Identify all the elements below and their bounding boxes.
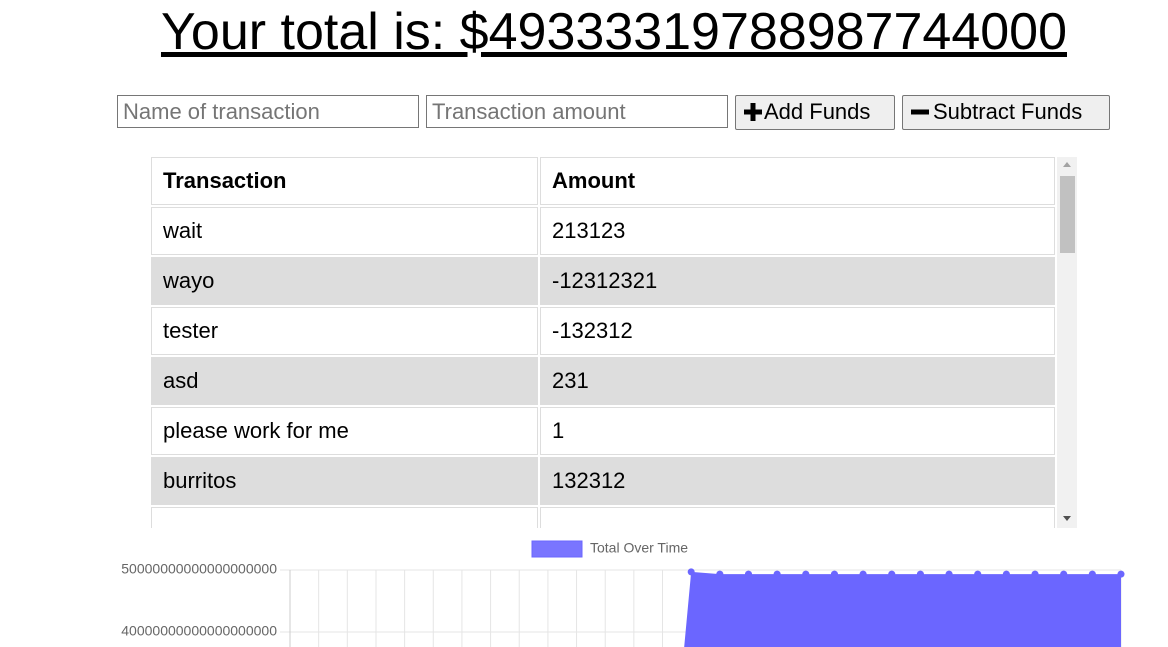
- data-point: [945, 570, 953, 578]
- y-tick-label: 40000000000000000000: [121, 623, 277, 639]
- scrollbar[interactable]: [1057, 157, 1077, 528]
- data-point: [974, 570, 982, 578]
- amount-cell: -12312321: [540, 257, 1055, 305]
- add-button[interactable]: Add Funds: [735, 95, 895, 130]
- legend-swatch: [531, 540, 583, 558]
- table-row: burritos 132312: [151, 457, 1055, 505]
- amount-cell: [540, 507, 1055, 528]
- header-row: Transaction Amount: [151, 157, 1055, 205]
- table-row: wait 213123: [151, 207, 1055, 255]
- transaction-cell: wayo: [151, 257, 538, 305]
- amount-cell: 231: [540, 357, 1055, 405]
- minus-icon: [911, 109, 929, 115]
- table-row: [151, 507, 1055, 528]
- transaction-cell: please work for me: [151, 407, 538, 455]
- amount-input[interactable]: Transaction amount: [426, 95, 728, 128]
- y-tick-label: 50000000000000000000: [121, 561, 277, 577]
- total-title: Your total is: $49333319788987744000: [160, 3, 1067, 61]
- column-header: Transaction: [151, 157, 538, 205]
- data-point: [773, 570, 781, 578]
- table-container: Transaction Amount wait 213123 wayo -12312321…: [151, 157, 1077, 528]
- scrollbar-graphics: [1060, 162, 1075, 521]
- table-row: asd 231: [151, 357, 1055, 405]
- data-point: [1002, 570, 1010, 578]
- name-input[interactable]: Name of transaction: [117, 95, 419, 128]
- data-point: [859, 570, 867, 578]
- data-point: [716, 570, 724, 578]
- transaction-cell: asd: [151, 357, 538, 405]
- amount-cell: 132312: [540, 457, 1055, 505]
- data-point: [916, 570, 924, 578]
- data-point: [1031, 570, 1039, 578]
- data-point: [888, 570, 896, 578]
- table-row: please work for me 1: [151, 407, 1055, 455]
- transactions-table: Transaction Amount wait 213123 wayo -12312321…: [151, 157, 1057, 528]
- transaction-cell: tester: [151, 307, 538, 355]
- subtract-label: Subtract Funds: [933, 99, 1083, 124]
- data-point: [1117, 570, 1125, 578]
- transaction-cell: [151, 507, 538, 528]
- data-point: [802, 570, 810, 578]
- data-point: [744, 570, 752, 578]
- table-row: tester -132312: [151, 307, 1055, 355]
- area: [684, 571, 1121, 647]
- amount-cell: 213123: [540, 207, 1055, 255]
- add-label: Add Funds: [764, 99, 871, 124]
- data-point: [830, 570, 838, 578]
- amount-cell: 1: [540, 407, 1055, 455]
- transaction-cell: burritos: [151, 457, 538, 505]
- data-point: [1060, 570, 1068, 578]
- data-point: [687, 568, 695, 576]
- subtract-button[interactable]: Subtract Funds: [902, 95, 1110, 130]
- table-row: wayo -12312321: [151, 257, 1055, 305]
- column-header: Amount: [540, 157, 1055, 205]
- legend-label: Total Over Time: [590, 540, 688, 556]
- plus-icon: [744, 103, 762, 121]
- data-point: [1088, 570, 1096, 578]
- transaction-cell: wait: [151, 207, 538, 255]
- amount-cell: -132312: [540, 307, 1055, 355]
